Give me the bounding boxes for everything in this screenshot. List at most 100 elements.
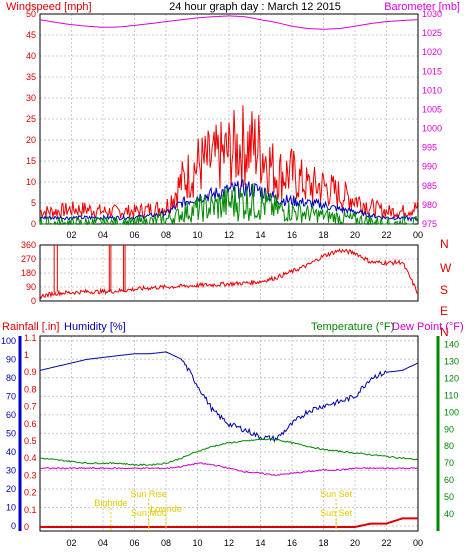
rain-tick: 0: [24, 522, 29, 532]
windspeed-tick: 0: [31, 219, 36, 229]
windspeed-tick: 45: [26, 30, 36, 40]
x-tick-label: 20: [350, 230, 360, 240]
annotation-label: Sun Set: [320, 508, 353, 518]
humidity-tick: 20: [6, 484, 16, 494]
rainfall-axis-label: Rainfall [.in]: [2, 321, 59, 333]
temperature-tick: 60: [444, 475, 454, 485]
barometer-tick: 975: [422, 219, 437, 229]
x-tick-label: 04: [98, 538, 108, 548]
humidity-tick: 60: [6, 410, 16, 420]
x-tick-label: 20: [350, 538, 360, 548]
wind-panel-grid: [40, 13, 419, 225]
humidity-tick: 90: [6, 354, 16, 364]
x-tick-label: 08: [161, 538, 171, 548]
x-tick-label: 00: [413, 538, 423, 548]
series-temp_line: [39, 183, 419, 226]
humidity-series: [39, 351, 419, 528]
direction-tick: 180: [21, 268, 36, 278]
x-tick-label: 04: [98, 230, 108, 240]
windspeed-tick: 10: [26, 177, 36, 187]
x-tick-label: 22: [381, 538, 391, 548]
rain-tick: 0.2: [24, 488, 37, 498]
direction-y-ticks: 0 90 180 270 360: [21, 240, 36, 306]
rain-tick: 0.7: [24, 402, 37, 412]
windspeed-tick: 50: [26, 9, 36, 19]
series-temp_line: [40, 438, 419, 467]
barometer-tick: 980: [422, 200, 437, 210]
barometer-tick: 1005: [422, 104, 442, 114]
wind-y-ticks: 0 5 10 15 20 25 30 35 40 45 50: [26, 9, 36, 229]
temperature-tick: 90: [444, 424, 454, 434]
temperature-tick: 80: [444, 441, 454, 451]
annotation-label: Sun Set: [320, 489, 353, 499]
humidity-tick: 40: [6, 447, 16, 457]
temperature-tick: 40: [444, 509, 454, 519]
humidity-tick: 50: [6, 428, 16, 438]
windspeed-tick: 25: [26, 114, 36, 124]
temperature-tick: 100: [444, 407, 459, 417]
annotation-label: Sun Rise: [130, 489, 167, 499]
rain-tick: 0.3: [24, 470, 37, 480]
humidity-x-ticks: 02 04 06 08 10 12 14 16 18 20 22 00: [66, 538, 423, 548]
barometer-tick: 1025: [422, 28, 442, 38]
rain-tick: 1.1: [24, 333, 37, 343]
wind-series: [39, 15, 419, 226]
x-tick-label: 12: [224, 538, 234, 548]
barometer-tick: 1020: [422, 47, 442, 57]
rain-y-ticks: 0 0.1 0.2 0.3 0.4 0.5 0.6 0.7 0.8 0.9 1 1.1: [24, 333, 37, 532]
rain-tick: 0.6: [24, 419, 37, 429]
dewpoint-axis-label: Dew Point (°F): [392, 321, 464, 333]
rain-tick: 1: [24, 350, 29, 360]
direction-letter: W: [440, 261, 452, 275]
humidity-tick: 30: [6, 465, 16, 475]
series-rain: [40, 517, 418, 528]
humidity-panel-frame: [39, 335, 419, 532]
direction-tick: 270: [21, 254, 36, 264]
x-tick-label: 14: [255, 538, 265, 548]
direction-series: [39, 245, 419, 300]
x-tick-label: 02: [66, 230, 76, 240]
series-direction: [39, 247, 419, 300]
temperature-tick: 120: [444, 373, 459, 383]
x-tick-label: 10: [192, 538, 202, 548]
x-tick-label: 12: [224, 230, 234, 240]
x-tick-label: 08: [161, 230, 171, 240]
windspeed-tick: 5: [31, 198, 36, 208]
wind-panel-frame: [39, 13, 419, 225]
temperature-axis-label: Temperature (°F): [311, 321, 394, 333]
windspeed-axis-label: Windspeed [mph]: [6, 1, 92, 13]
temperature-tick: 130: [444, 356, 459, 366]
direction-letter: N: [440, 325, 449, 339]
humidity-y-ticks: 0 10 20 30 40 50 60 70 80 90 100: [1, 336, 16, 531]
x-tick-label: 06: [129, 230, 139, 240]
barometer-tick: 1030: [422, 9, 442, 19]
wind-x-ticks: 02 04 06 08 10 12 14 16 18 20 22 00: [66, 230, 423, 240]
temperature-tick: 70: [444, 458, 454, 468]
direction-tick: 360: [21, 240, 36, 250]
rain-tick: 0.9: [24, 367, 37, 377]
barometer-axis-label: Barometer [mb]: [384, 1, 460, 13]
series-barometer: [39, 15, 419, 30]
humidity-tick: 100: [1, 336, 16, 346]
barometer-tick: 1010: [422, 85, 442, 95]
barometer-tick: 1015: [422, 66, 442, 76]
temperature-y-ticks: 40 50 60 70 80 90 100 110 120 130 140: [444, 339, 459, 519]
windspeed-tick: 40: [26, 51, 36, 61]
barometer-tick: 985: [422, 181, 437, 191]
direction-letter: N: [440, 237, 449, 251]
rain-tick: 0.5: [24, 436, 37, 446]
x-tick-label: 22: [381, 230, 391, 240]
direction-tick: 0: [31, 296, 36, 306]
humidity-tick: 70: [6, 391, 16, 401]
barometer-tick: 990: [422, 162, 437, 172]
annotation-label: Lowride: [150, 504, 182, 514]
rain-tick: 0.4: [24, 453, 37, 463]
barometer-y-ticks: 975 980 985 990 995 1000 1005 1010 1015 1020 1025 1…: [422, 9, 442, 229]
windspeed-tick: 35: [26, 72, 36, 82]
direction-letter: S: [440, 283, 448, 297]
x-tick-label: 00: [413, 230, 423, 240]
windspeed-tick: 20: [26, 135, 36, 145]
